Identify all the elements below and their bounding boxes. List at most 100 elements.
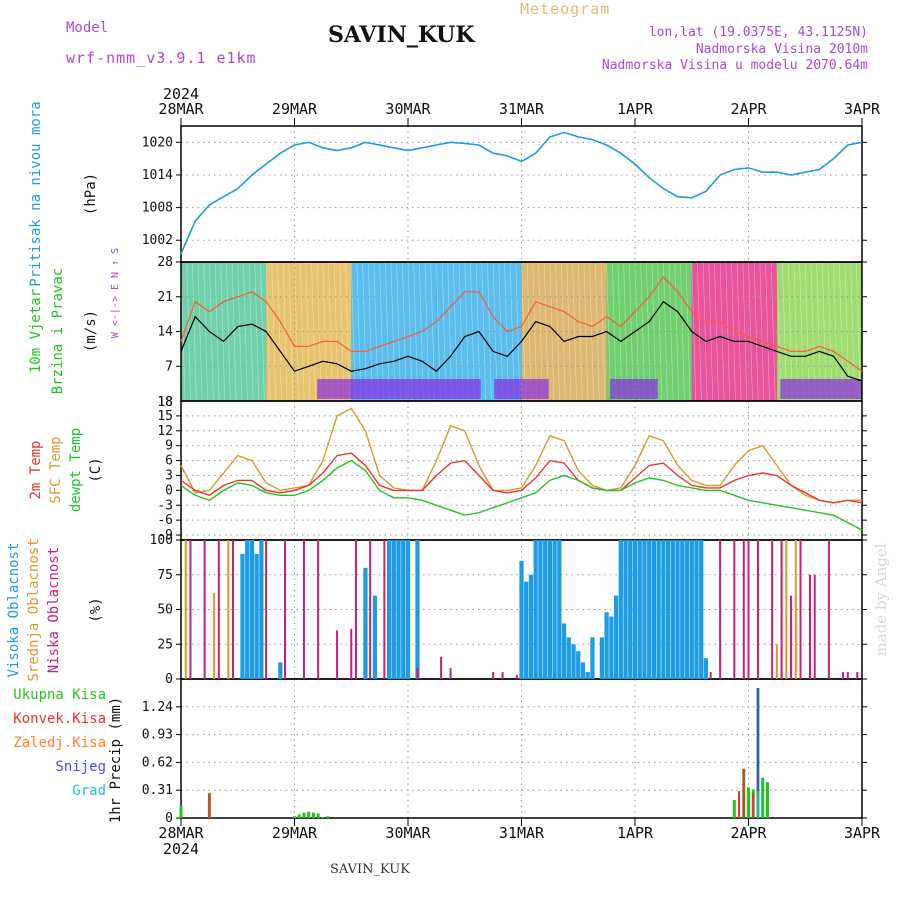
credit-label: made by Angel [872,543,890,656]
wind-barb-stroke [407,261,413,402]
cloud-bar-high [647,540,652,679]
cloud-bar-high [609,616,614,679]
wind-barb-stroke [776,261,782,402]
year-label-bottom: 2024 [163,840,199,858]
footer-station: SAVIN_KUK [330,862,410,877]
wind-barb-stroke [555,261,560,402]
precip-bar [321,817,325,818]
wind-barb-stroke [288,261,294,402]
cloud-bar-low [780,540,783,679]
elevation-label: Nadmorska Visina 2010m [695,42,868,57]
wind-barb-stroke [248,261,254,402]
wind-calm-band [610,379,658,399]
wind-barb-stroke [560,261,566,402]
wind-barb-stroke [804,261,810,402]
wind-barb-stroke [254,261,260,402]
model-elevation-label: Nadmorska Visina u modelu 2070.64m [601,58,868,73]
wind-barb-stroke [612,261,617,402]
wind-barb-stroke [821,261,827,402]
wind-calm-band [780,379,862,399]
cloud-bar-high [623,540,628,679]
wind-barb-stroke [424,261,430,402]
wind-barb-stroke [271,261,277,402]
cloud-bar-low [790,595,793,679]
cloud-bar-low [808,574,811,679]
cloud-bar-low [747,540,750,679]
wind-barb-stroke [594,261,600,402]
wind-barb-stroke [714,261,719,402]
y-tick-label: 0.93 [142,728,173,743]
y-tick-label: 0.31 [142,783,173,798]
meteogram-label: Meteogram [520,0,611,18]
sfc-temp-line [180,407,862,504]
y-tick-label: -9 [157,528,173,543]
wind-barb-stroke [396,261,401,402]
precip-bar [311,812,315,818]
wind-barb-stroke [634,261,640,402]
cloud-bar-high [651,540,657,679]
cloud-bar-high [561,623,567,679]
cloud-bar-high [278,662,283,679]
precip-bar [302,812,306,818]
wind-barb-stroke [458,261,464,402]
wind-band [521,262,608,401]
y-tick-label: 7 [165,359,173,374]
wind-barb-stroke [725,261,731,402]
cloud-bar-low [440,656,443,679]
precip-bar [761,777,765,818]
cloud-bar-low [217,540,220,679]
wind-barb-stroke [197,261,203,402]
cloud-bar-high [694,540,699,679]
cloud-bar-low [336,630,339,679]
y-tick-label: 75 [157,568,173,583]
wind-barb-stroke [759,261,765,402]
cloud-unit-label: (%) [88,597,104,622]
wind-barb-stroke [782,261,787,402]
wind-barb-stroke [220,261,226,402]
cloud-bar-high [590,637,595,679]
precip-bar [757,791,759,818]
cloud-bar-high [363,567,368,679]
wind-barb-stroke [209,261,214,402]
y-tick-label: 100 [150,533,173,548]
wind-barb-stroke [532,261,538,402]
wind-barb-stroke [543,261,549,402]
temp-axis-label-3: dewpt Temp [68,428,84,512]
cloud-bar-high [585,672,590,679]
y-tick-label: 1008 [142,201,173,216]
cloud-bar-low [742,540,745,679]
precip-bar [732,800,736,818]
wind-barb-stroke [362,261,367,402]
wind-barb-stroke [719,261,725,402]
cloud-bar-high [552,540,557,679]
precip-legend-item: Zaledj.Kisa [13,735,106,751]
temp-axis-label-2: SFC Temp [48,436,64,503]
precip-bar [756,687,759,818]
x-tick-label-top: 31MAR [499,100,545,118]
y-tick-label: 0 [165,672,173,687]
y-tick-label: -6 [157,513,173,528]
cloud-bar-low [189,540,192,679]
cloud-bar-low [515,674,518,679]
precip-bar [738,791,741,818]
year-label-top: 2024 [163,85,199,103]
cloud-bar-low [771,540,774,679]
wind-barb-stroke [464,261,470,402]
wind-barb-stroke [572,261,577,402]
y-tick-label: 18 [157,395,173,410]
x-tick-label-top: 3APR [844,100,881,118]
y-tick-label: 1.24 [142,700,173,715]
cloud-bar-low [416,667,419,679]
wind-barb-stroke [577,261,583,402]
lonlat-label: lon,lat (19.0375E, 43.1125N) [648,25,868,40]
wind-calm-band [412,379,481,399]
cloud-bar-low [709,672,712,679]
cloud-bar-low [302,540,305,679]
cloud-bar-low [756,540,759,679]
wind-barb-stroke [629,261,634,402]
pressure-axis-label: Pritisak na nivou mora [28,101,44,286]
cloud-bar-high [703,658,709,679]
wind-barb-stroke [816,261,821,402]
y-tick-label: 1020 [142,135,173,150]
precip-bar [765,782,769,818]
